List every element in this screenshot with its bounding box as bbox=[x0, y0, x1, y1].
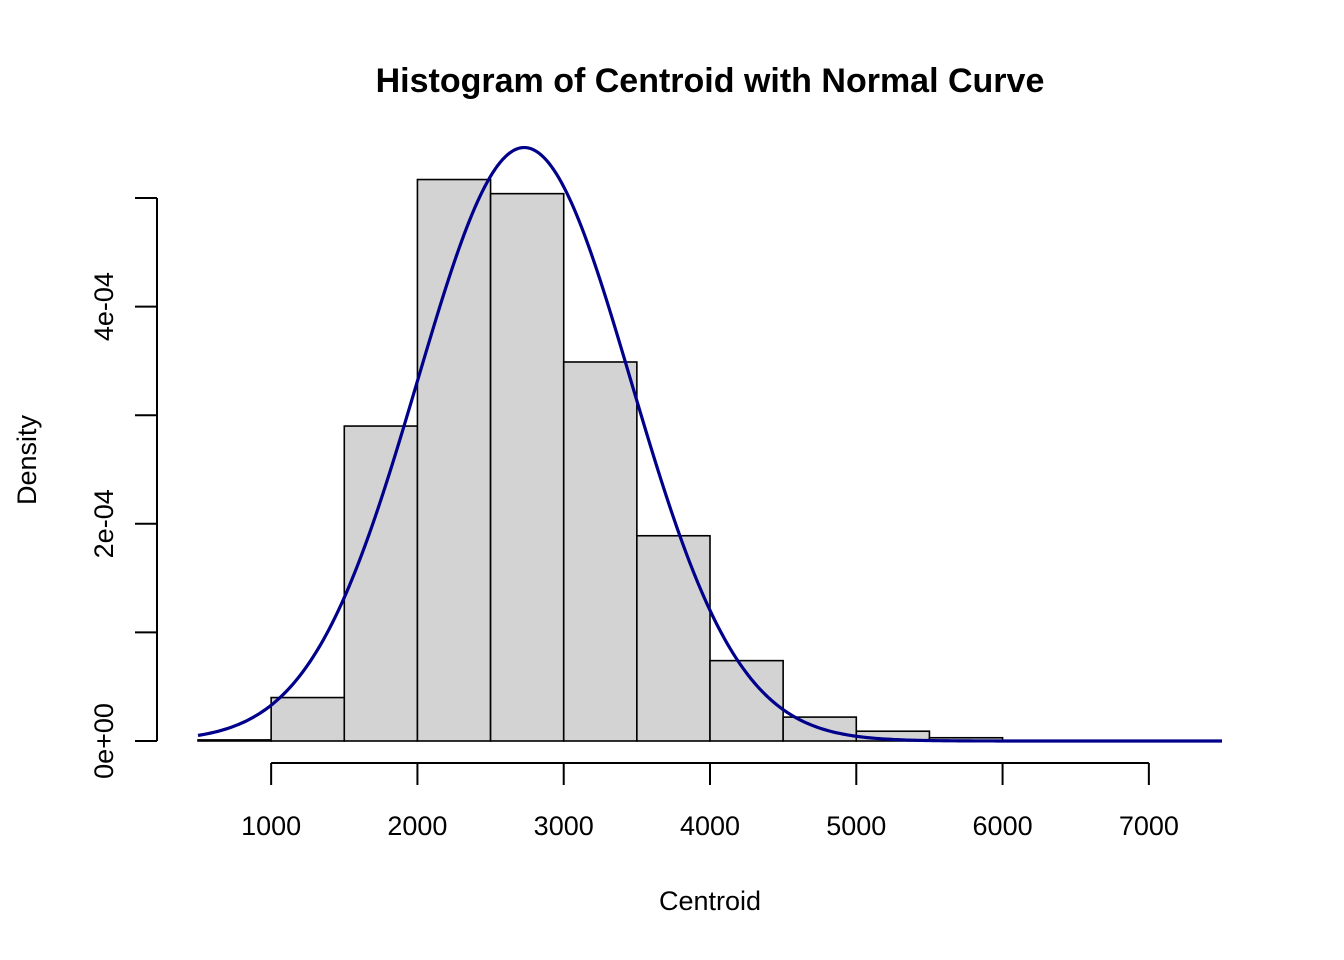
histogram-bar bbox=[636, 534, 711, 742]
x-tick-label: 4000 bbox=[680, 811, 740, 841]
bars-group bbox=[197, 178, 1004, 742]
y-tick-label: 4e-04 bbox=[89, 272, 119, 341]
x-tick-label: 5000 bbox=[826, 811, 886, 841]
x-axis: 1000 2000 3000 4000 5000 6000 7000 bbox=[241, 762, 1179, 841]
chart-title: Histogram of Centroid with Normal Curve bbox=[376, 62, 1045, 100]
x-tick-label: 7000 bbox=[1119, 811, 1179, 841]
y-axis-label: Density bbox=[12, 414, 42, 505]
x-tick-label: 3000 bbox=[534, 811, 594, 841]
normal-curve-group bbox=[197, 145, 1222, 743]
y-tick-label: 2e-04 bbox=[89, 489, 119, 558]
x-tick-label: 1000 bbox=[241, 811, 301, 841]
histogram-bar bbox=[197, 739, 272, 742]
histogram-bar bbox=[562, 361, 638, 742]
normal-curve-line bbox=[197, 145, 1222, 743]
y-axis: 0e+00 2e-04 4e-04 bbox=[89, 197, 158, 779]
y-tick-label: 0e+00 bbox=[89, 703, 119, 779]
histogram-bar bbox=[270, 696, 346, 742]
x-tick-label: 6000 bbox=[973, 811, 1033, 841]
x-axis-label: Centroid bbox=[659, 886, 761, 916]
x-tick-label: 2000 bbox=[387, 811, 447, 841]
histogram-bar bbox=[416, 178, 492, 742]
histogram-bar bbox=[343, 425, 419, 742]
histogram-bar bbox=[489, 192, 565, 742]
